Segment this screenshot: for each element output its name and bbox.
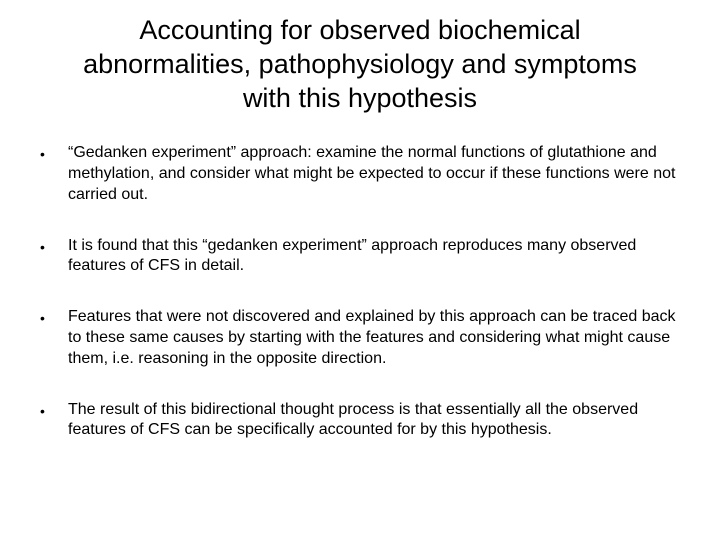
list-item: • The result of this bidirectional thoug…	[40, 400, 680, 442]
slide-title: Accounting for observed biochemical abno…	[70, 14, 650, 115]
list-item: • It is found that this “gedanken experi…	[40, 236, 680, 278]
list-item: • Features that were not discovered and …	[40, 307, 680, 369]
bullet-text: “Gedanken experiment” approach: examine …	[68, 143, 680, 205]
bullet-text: Features that were not discovered and ex…	[68, 307, 680, 369]
bullet-icon: •	[40, 236, 68, 256]
bullet-icon: •	[40, 143, 68, 163]
bullet-list: • “Gedanken experiment” approach: examin…	[30, 143, 690, 441]
bullet-text: It is found that this “gedanken experime…	[68, 236, 680, 278]
slide: Accounting for observed biochemical abno…	[0, 0, 720, 540]
list-item: • “Gedanken experiment” approach: examin…	[40, 143, 680, 205]
bullet-text: The result of this bidirectional thought…	[68, 400, 680, 442]
bullet-icon: •	[40, 400, 68, 420]
bullet-icon: •	[40, 307, 68, 327]
